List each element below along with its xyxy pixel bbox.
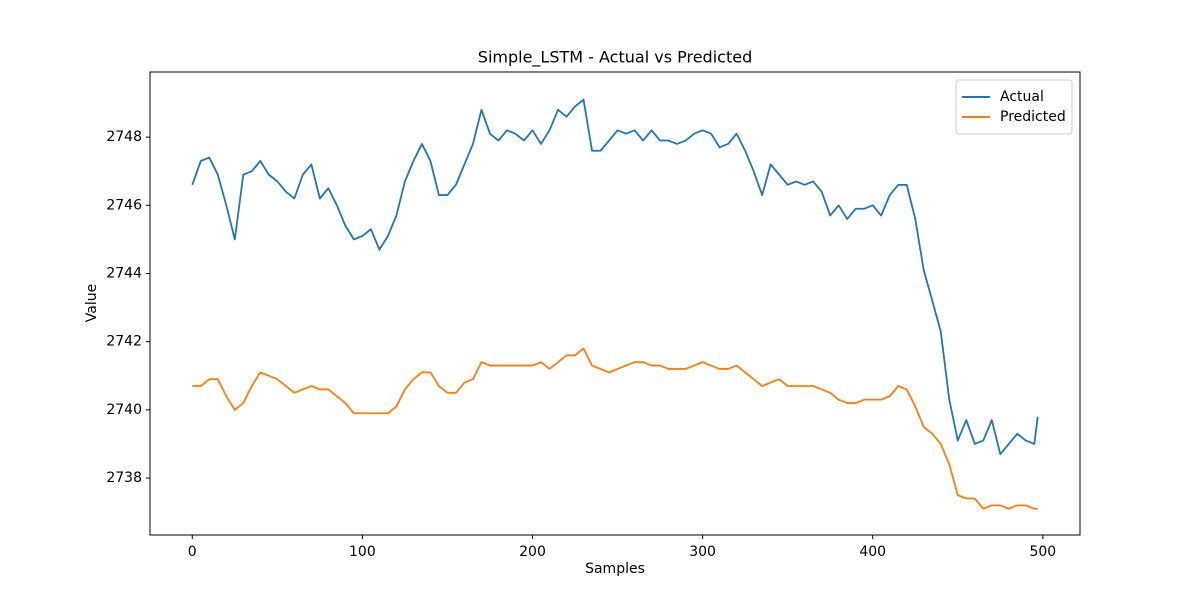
y-tick-label: 2744 [106, 265, 142, 281]
data-line [191, 98, 1039, 456]
legend-label: Predicted [1000, 109, 1066, 125]
x-tick-label: 500 [1029, 544, 1056, 560]
y-tick-label: 2740 [106, 402, 142, 418]
data-line [192, 347, 1038, 510]
legend-label: Actual [1000, 89, 1044, 105]
x-tick-label: 300 [689, 544, 716, 560]
plot-frame [149, 71, 1081, 536]
chart-title: Simple_LSTM - Actual vs Predicted [478, 48, 752, 68]
y-tick-label: 2738 [106, 470, 142, 486]
y-tick-label: 2742 [106, 334, 142, 350]
y-tick-label: 2746 [106, 197, 142, 213]
y-tick-label: 2748 [106, 129, 142, 145]
y-axis-label: Value [84, 284, 100, 322]
x-tick-label: 200 [519, 544, 546, 560]
x-tick-label: 0 [188, 544, 197, 560]
legend-box [955, 79, 1073, 135]
x-tick-label: 100 [349, 544, 376, 560]
x-tick-label: 400 [859, 544, 886, 560]
x-axis-label: Samples [585, 561, 645, 577]
